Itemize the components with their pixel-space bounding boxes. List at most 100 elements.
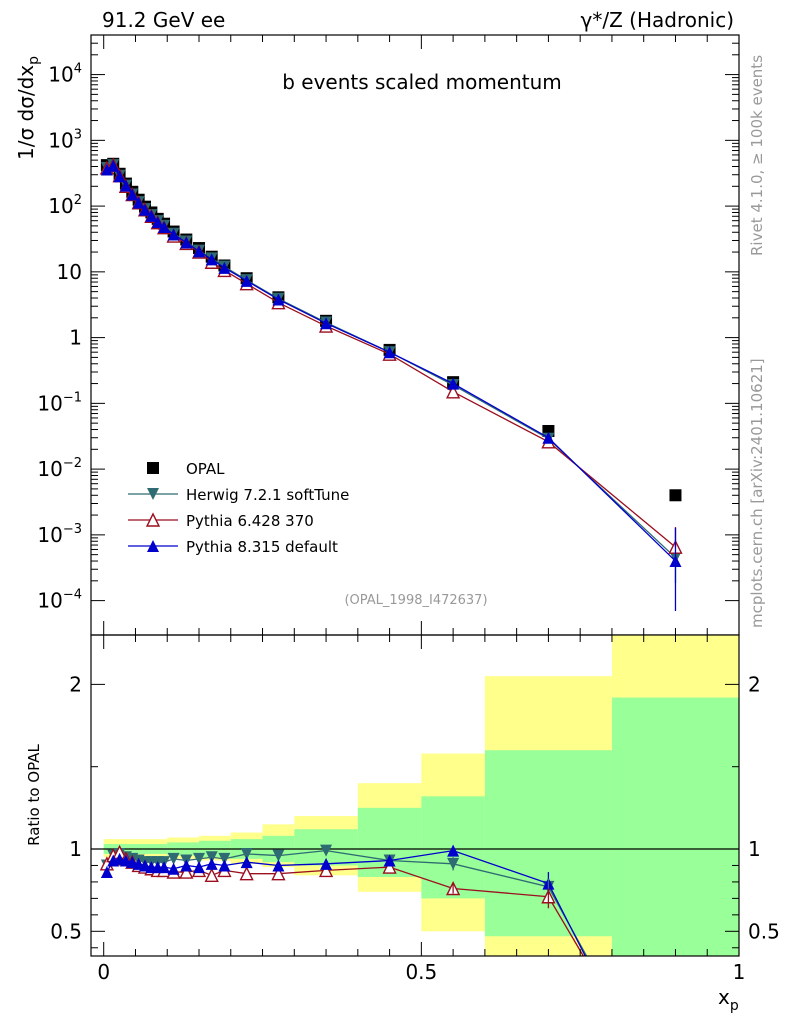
pythia-8-315-default-point	[151, 216, 164, 229]
legend-marker-pythia-8-315-default	[147, 540, 159, 552]
pythia-6-428-370-ratio-point	[239, 866, 254, 881]
ylabel-subscript: p	[26, 56, 42, 65]
ratio-y-tick-label-left: 2	[69, 672, 82, 696]
legend: OPAL Herwig 7.2.1 softTune Pythia 6.428 37…	[128, 460, 349, 556]
pythia-8-315-default-point	[193, 245, 205, 258]
pythia-6-428-370-ratio-point	[179, 864, 194, 879]
pythia-8-315-default-point	[240, 274, 253, 287]
xlabel-main: x	[718, 985, 730, 1009]
pythia-8-315-default-point	[126, 188, 139, 201]
y-tick-label: 104	[48, 62, 82, 87]
pythia-8-315-default-point	[119, 179, 132, 192]
x-tick-label: 0	[97, 960, 110, 984]
y-tick-label: 103	[48, 127, 82, 152]
y-tick-label: 10−4	[37, 588, 82, 613]
pythia-6-428-370-ratio-point	[204, 867, 219, 883]
y-tick-label: 102	[48, 193, 82, 218]
legend-label-pythia-8-315-default: Pythia 8.315 default	[186, 538, 338, 556]
y-tick-exponent: −4	[63, 588, 82, 603]
pythia-8-315-default-ratio-point	[193, 861, 205, 874]
pythia-8-315-default-point	[100, 163, 113, 176]
pythia-6-428-370-point	[445, 384, 461, 399]
pythia-8-315-default-ratio-point	[205, 857, 218, 870]
legend-marker-herwig-7-2-1-softtune	[147, 488, 159, 500]
herwig-7-2-1-softtune-ratio-point	[320, 844, 333, 857]
uncertainty-band-green	[484, 750, 612, 937]
legend-marker-opal	[147, 462, 159, 474]
xlabel-subscript: p	[730, 998, 739, 1014]
pythia-8-315-default-ratio-point	[158, 861, 171, 874]
ratio-y-tick-label-left: 0.5	[50, 919, 82, 943]
y-tick-exponent: 2	[74, 193, 82, 208]
pythia-8-315-default-point	[320, 317, 333, 330]
y-tick-exponent: −1	[63, 390, 82, 405]
ratio-frame	[90, 634, 740, 957]
pythia-8-315-default-point	[158, 221, 171, 234]
herwig-7-2-1-softtune-ratio-point	[272, 849, 285, 862]
header-left: 91.2 GeV ee	[102, 8, 225, 32]
main-panel: 10−4 10−3 10−2 10−1 1 10 102 103 104 b events sc…	[14, 34, 740, 636]
pythia-8-315-default-point	[167, 228, 180, 241]
ratio-y-tick-label-left: 1	[69, 837, 82, 861]
herwig-7-2-1-softtune-ratio-point	[167, 852, 180, 865]
pythia-8-315-default-point	[107, 159, 120, 172]
ratio-panel: 0.5 0.51 12 20 0.5 1 Ratio to OPAL xp	[25, 634, 780, 1014]
opal-point	[669, 489, 682, 502]
pythia-8-315-default-ratio-point	[180, 859, 193, 872]
pythia-6-428-370-ratio-point	[271, 866, 286, 881]
y-tick-exponent: −3	[63, 522, 82, 537]
legend-label-herwig-7-2-1-softtune: Herwig 7.2.1 softTune	[186, 486, 349, 504]
uncertainty-band-green	[611, 697, 739, 956]
pythia-8-315-default-ratio-point	[320, 857, 333, 870]
pythia-8-315-default-ratio-point	[272, 859, 285, 872]
x-tick-label: 0.5	[405, 960, 437, 984]
y-tick-label: 10	[57, 260, 82, 284]
header-right: γ*/Z (Hadronic)	[581, 8, 734, 32]
pythia-8-315-default-ratio-point	[167, 862, 180, 875]
pythia-8-315-default-point	[218, 261, 231, 274]
pythia-6-428-370-ratio-point	[318, 862, 334, 878]
main-title: b events scaled momentum	[282, 70, 562, 94]
ratio-y-tick-label-right: 2	[748, 672, 761, 696]
legend-label-opal: OPAL	[186, 460, 225, 478]
main-ylabel: 1/σ dσ/dxp	[14, 56, 42, 160]
ylabel-part-1: 1/σ dσ/dx	[14, 65, 38, 160]
y-tick-exponent: 3	[74, 127, 82, 142]
pythia-6-428-370-ratio-point	[382, 859, 397, 874]
ratio-y-tick-label-right: 1	[748, 837, 761, 861]
xlabel: xp	[718, 985, 739, 1014]
pythia-8-315-default-ratio-point	[218, 859, 231, 872]
pythia-8-315-default-point	[145, 209, 158, 222]
pythia-8-315-default-point	[180, 236, 193, 249]
pythia-8-315-default-point	[132, 196, 145, 209]
rivet-version: Rivet 4.1.0, ≥ 100k events	[748, 55, 766, 256]
legend-label-pythia-6-428-370: Pythia 6.428 370	[186, 512, 314, 530]
y-tick-label: 10−3	[37, 522, 82, 547]
analysis-tag: (OPAL_1998_I472637)	[344, 593, 487, 608]
ratio-y-tick-label-right: 0.5	[748, 919, 780, 943]
mcplots-credit: mcplots.cern.ch [arXiv:2401.10621]	[748, 358, 766, 628]
pythia-8-315-default-point	[383, 346, 396, 359]
pythia-8-315-default-ratio-point	[240, 856, 253, 869]
pythia-8-315-default-ratio-point	[383, 854, 396, 867]
pythia-8-315-default-point	[272, 293, 285, 306]
herwig-7-2-1-softtune-ratio-point	[240, 847, 253, 860]
y-tick-label: 10−2	[37, 456, 82, 481]
herwig-7-2-1-softtune-ratio-point	[218, 852, 231, 865]
legend-marker-pythia-6-428-370	[145, 512, 161, 527]
herwig-7-2-1-softtune-ratio-point	[193, 852, 205, 865]
pythia-8-315-default-point	[205, 253, 218, 266]
y-tick-exponent: 4	[74, 62, 82, 77]
pythia-8-315-default-point	[542, 431, 555, 444]
herwig-7-2-1-softtune-ratio-point	[205, 851, 218, 864]
pythia-8-315-default-point	[139, 203, 151, 216]
y-tick-exponent: −2	[63, 456, 82, 471]
pythia-8-315-default-point	[113, 170, 126, 183]
x-tick-label: 1	[733, 960, 746, 984]
pythia-8-315-default-point	[447, 377, 460, 390]
y-tick-label: 10−1	[37, 390, 82, 415]
y-tick-label: 1	[69, 326, 82, 350]
ratio-ylabel: Ratio to OPAL	[25, 744, 43, 846]
pythia-8-315-default-ratio-point	[100, 866, 113, 879]
